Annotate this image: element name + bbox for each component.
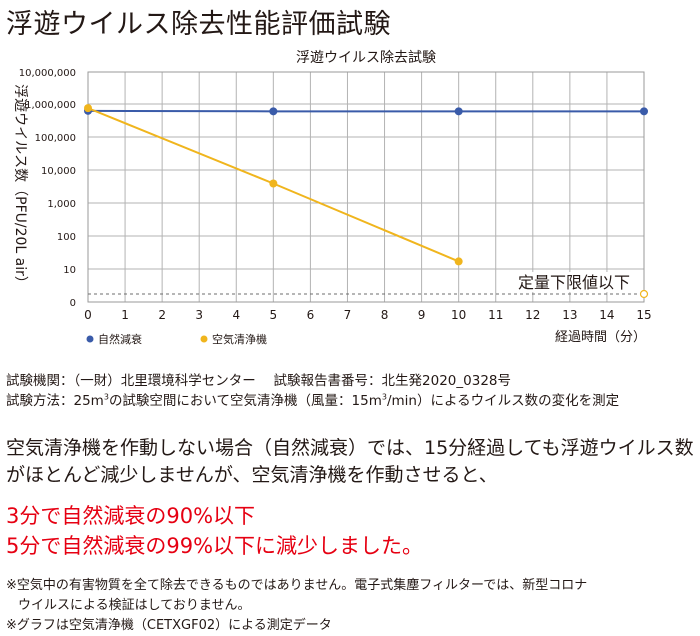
x-tick-label: 3 — [195, 308, 203, 322]
x-tick-label: 1 — [121, 308, 129, 322]
test-method-text-b: の試験空間において空気清浄機（風量：15m — [108, 393, 382, 409]
series-point-0 — [269, 107, 278, 116]
series-point-1 — [454, 257, 463, 266]
x-tick-label: 4 — [232, 308, 240, 322]
test-method-info: 試験方法：25m3の試験空間において空気清浄機（風量：15m3/min）によるウ… — [6, 389, 620, 410]
y-tick-label: 1,000 — [47, 199, 76, 210]
x-tick-label: 7 — [344, 308, 352, 322]
x-tick-label: 8 — [381, 308, 389, 322]
x-tick-label: 5 — [270, 308, 278, 322]
legend-label-0: 自然減衰 — [98, 332, 142, 346]
legend-marker-1 — [200, 335, 208, 343]
x-tick-label: 15 — [636, 308, 651, 322]
chart-title: 浮遊ウイルス除去試験 — [296, 50, 436, 66]
limit-label: 定量下限値以下 — [518, 273, 630, 292]
note-line1: ※空気中の有害物質を全て除去できるものではありません。電子式集塵フィルターでは、… — [6, 578, 588, 593]
test-method-text-c: /min）によるウイルス数の変化を測定 — [386, 393, 620, 409]
legend-label-1: 空気清浄機 — [212, 332, 267, 346]
y-tick-label: 1,000,000 — [25, 100, 76, 111]
test-method-sup-b: 3 — [381, 392, 387, 402]
limit-marker — [639, 289, 649, 299]
x-axis-label: 経過時間（分） — [555, 330, 646, 345]
y-tick-label: 10,000,000 — [19, 68, 76, 79]
x-tick-label: 2 — [158, 308, 166, 322]
page-heading: 浮遊ウイルス除去性能評価試験 — [6, 9, 391, 40]
y-axis-label: 浮遊ウイルス数（PFU/20L air） — [12, 84, 28, 290]
y-tick-label: 0 — [70, 298, 76, 309]
series-point-1 — [84, 104, 92, 113]
virus-removal-chart: 浮遊ウイルス除去試験0101001,00010,000100,0001,000,… — [12, 50, 652, 346]
series-point-0 — [454, 107, 463, 116]
y-tick-label: 10 — [63, 265, 76, 276]
y-tick-label: 10,000 — [41, 166, 76, 177]
x-tick-label: 10 — [451, 308, 466, 322]
y-tick-label: 100 — [57, 232, 76, 243]
x-tick-label: 13 — [562, 308, 577, 322]
limit-label-bg — [498, 272, 632, 292]
series-point-0 — [640, 107, 648, 116]
legend-marker-0 — [86, 335, 94, 343]
body-text-line2: がほとんど減少しませんが、空気清浄機を作動させると、 — [6, 464, 498, 486]
highlight-line1: 3分で自然減衰の90%以下 — [6, 504, 256, 528]
x-tick-label: 11 — [488, 308, 503, 322]
x-tick-label: 14 — [599, 308, 614, 322]
body-text-line1: 空気清浄機を作動しない場合（自然減衰）では、15分経過しても浮遊ウイルス数 — [6, 437, 694, 459]
y-tick-label: 100,000 — [35, 133, 76, 144]
x-tick-label: 6 — [307, 308, 315, 322]
plot-frame — [87, 71, 645, 303]
note-line2: ウイルスによる検証はしておりません。 — [18, 598, 251, 613]
x-tick-label: 9 — [418, 308, 426, 322]
test-method-text-a: 試験方法：25m — [6, 393, 104, 409]
note-line3: ※グラフは空気清浄機（CETXGF02）による測定データ — [6, 618, 332, 633]
test-method-sup-a: 3 — [103, 392, 109, 402]
highlight-line2: 5分で自然減衰の99%以下に減少しました。 — [6, 534, 424, 558]
test-institution-info: 試験機関：（一財）北里環境科学センター 試験報告書番号：北生発2020_0328… — [6, 373, 512, 389]
series-point-1 — [269, 179, 278, 188]
x-tick-label: 0 — [84, 308, 92, 322]
x-tick-label: 12 — [525, 308, 540, 322]
